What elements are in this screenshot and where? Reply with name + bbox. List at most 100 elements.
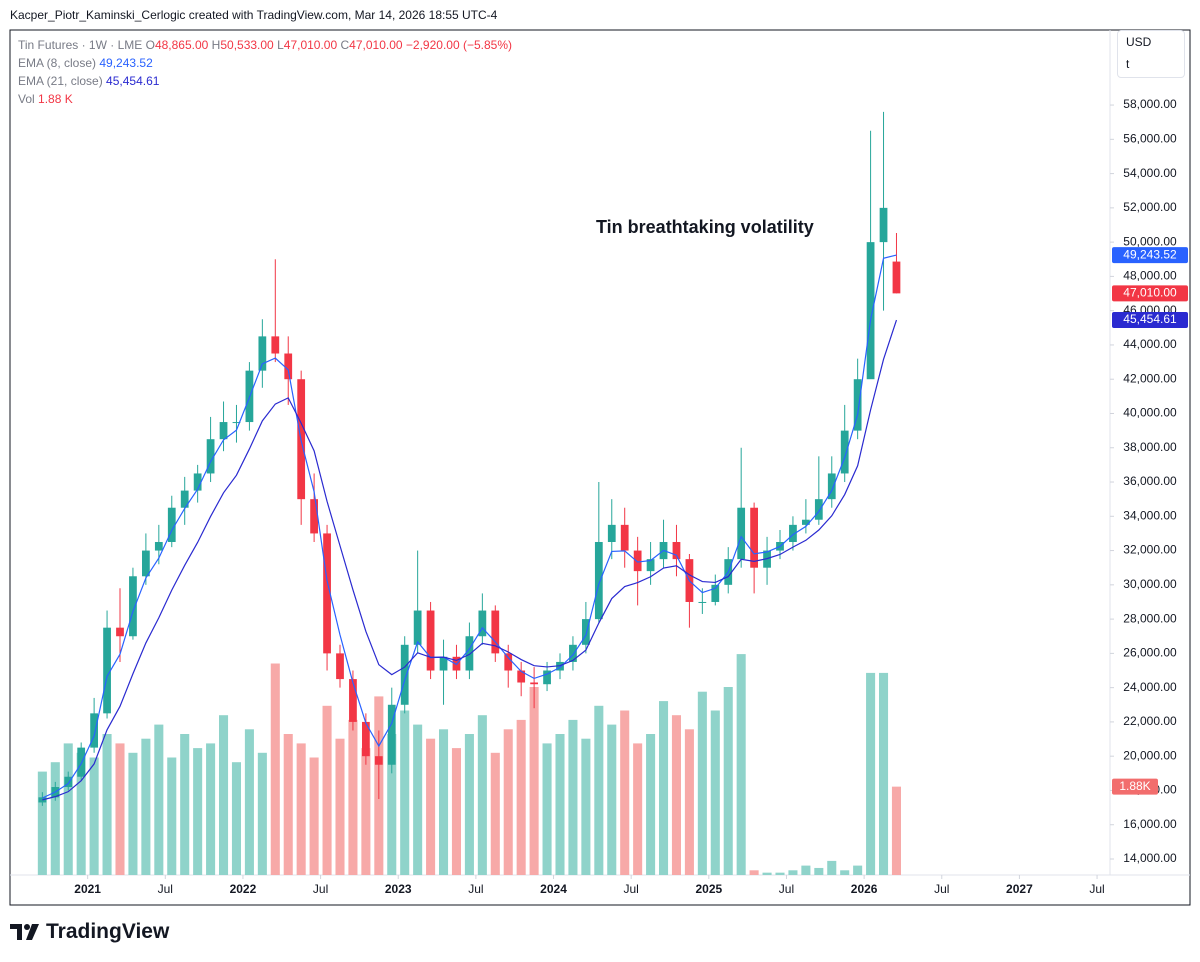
ema-value: 45,454.61 (106, 74, 160, 88)
candle-body (646, 559, 655, 572)
volume-bar (296, 743, 306, 875)
candle-body (154, 541, 163, 551)
candle-body (582, 619, 590, 645)
x-tick-label: 2025 (695, 882, 722, 896)
x-tick-label: Jul (624, 882, 639, 896)
candle-body (607, 524, 616, 542)
currency[interactable]: USD (1126, 35, 1152, 49)
axes-layer: 14,000.0016,000.0018,000.0020,000.0022,0… (74, 97, 1188, 896)
candle-body (750, 507, 758, 568)
candle-body (504, 653, 513, 671)
volume-bar (594, 705, 604, 875)
volume-bar (840, 870, 850, 875)
candle-body (284, 353, 293, 380)
volume-bar (335, 738, 345, 875)
change: −2,920.00 (−5.85%) (405, 38, 512, 52)
ohlc-value: 50,533.00 (220, 38, 274, 52)
candle-body (426, 610, 435, 671)
ohlc-key: O (145, 38, 155, 52)
legend-row: EMA (8, close) 49,243.52 (18, 54, 512, 72)
y-tick-label: 28,000.00 (1123, 611, 1177, 625)
ohlc-value: 47,010.00 (283, 38, 338, 52)
candle-body (879, 207, 888, 243)
candle-body (491, 610, 500, 654)
y-tick-label: 58,000.00 (1123, 97, 1177, 111)
volume-bar (555, 734, 565, 875)
ema-value: 49,243.52 (99, 56, 153, 70)
candle-body (310, 499, 318, 534)
volume-layer (37, 654, 901, 875)
candle-body (543, 670, 551, 685)
volume-bar (439, 729, 449, 875)
candle-body (374, 756, 383, 765)
volume-bar (464, 734, 474, 875)
volume-bar (671, 715, 681, 875)
volume-bar (762, 872, 772, 875)
y-tick-label: 34,000.00 (1123, 508, 1177, 522)
candle-body (594, 541, 603, 620)
x-tick-label: Jul (779, 882, 794, 896)
x-tick-label: 2027 (1006, 882, 1033, 896)
volume-bar (283, 734, 293, 875)
unit[interactable]: t (1126, 57, 1130, 71)
volume-bar (749, 870, 759, 875)
volume-bar (387, 734, 397, 875)
volume-bar (736, 654, 746, 875)
ohlc-value: 47,010.00 (349, 38, 403, 52)
vol-name: Vol (18, 92, 35, 106)
candle-body (271, 336, 280, 354)
scale-toolbar[interactable]: USD t (1117, 30, 1185, 78)
volume-bar (180, 734, 190, 875)
volume-bar (853, 865, 863, 875)
price-tag (1112, 247, 1188, 264)
volume-bar (775, 872, 785, 875)
price-tag-label: 47,010.00 (1123, 286, 1177, 300)
candle-body (827, 473, 836, 500)
ohlc-key: L (277, 38, 284, 52)
candle-body (142, 550, 150, 577)
volume-bar (244, 729, 254, 875)
candle-body (193, 473, 202, 491)
candle-body (336, 653, 344, 680)
y-tick-label: 52,000.00 (1123, 200, 1177, 214)
symbol: Tin Futures · 1W · LME (18, 38, 143, 52)
y-tick-label: 44,000.00 (1123, 337, 1177, 351)
candle-body (517, 670, 526, 683)
volume-bar (193, 748, 203, 875)
ohlc-value: 48,865.00 (154, 38, 209, 52)
volume-bar (684, 729, 694, 875)
volume-bar (581, 738, 591, 875)
candle-body (814, 499, 823, 520)
volume-bar (697, 691, 707, 875)
x-tick-label: 2026 (851, 882, 878, 896)
volume-bar (490, 752, 500, 875)
logo: TradingView (10, 920, 169, 944)
volume-bar (633, 743, 643, 875)
candle-body (206, 439, 215, 474)
candle-body (167, 507, 176, 542)
volume-bar (154, 724, 164, 875)
volume-bar (206, 743, 216, 875)
candle-body (569, 644, 577, 662)
volume-bar (516, 719, 526, 875)
candle-body (802, 519, 810, 525)
volume-bar (50, 762, 60, 875)
ohlc-key: C (340, 38, 350, 52)
x-tick-label: 2022 (230, 882, 257, 896)
volume-bar (361, 748, 371, 875)
credit: Kacper_Piotr_Kaminski_Cerlogic created w… (10, 8, 498, 22)
candle-body (737, 507, 746, 560)
ohlc-key: H (211, 38, 221, 52)
ema-line (42, 319, 898, 801)
volume-bar (879, 672, 889, 875)
volume-bar (231, 762, 241, 875)
volume-bar (659, 701, 669, 875)
volume-bar (115, 743, 125, 875)
candle-body (387, 704, 396, 765)
x-tick-label: 2024 (540, 882, 567, 896)
y-tick-label: 54,000.00 (1123, 166, 1177, 180)
x-tick-label: Jul (468, 882, 483, 896)
volume-tag (1112, 778, 1158, 795)
candle-body (620, 524, 629, 551)
